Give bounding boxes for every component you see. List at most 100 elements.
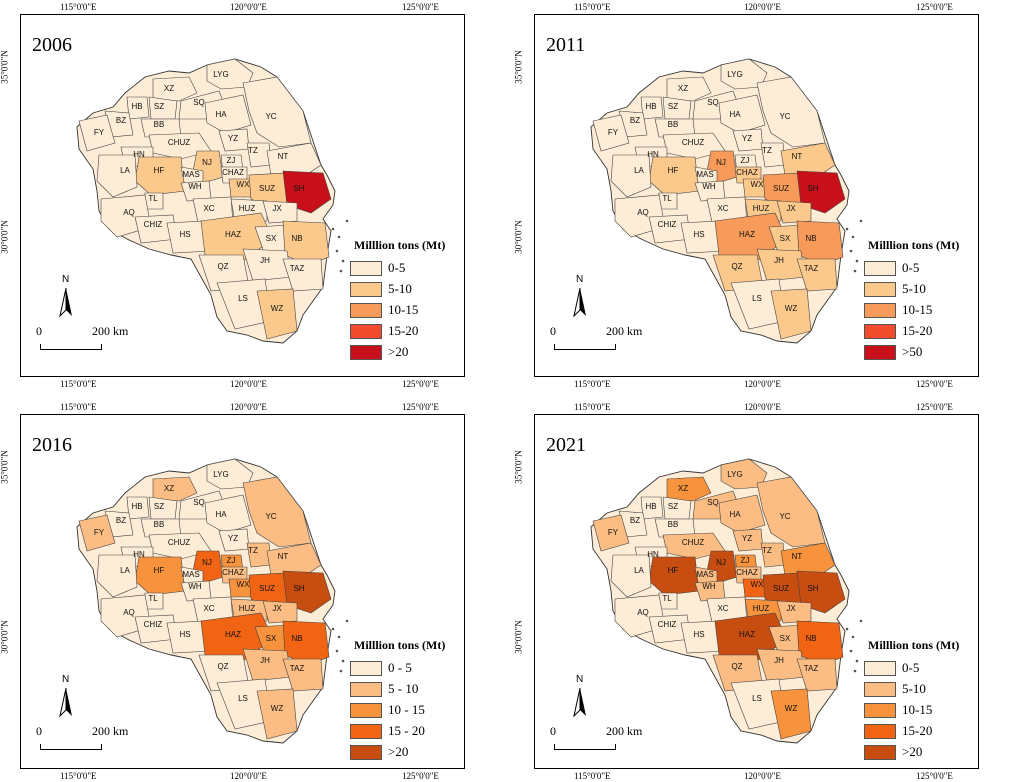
lon-label-bottom: 115°0'0"E: [574, 379, 611, 389]
legend-swatch: [350, 660, 382, 676]
lon-label-bottom: 120°0'0"E: [744, 771, 781, 781]
city-label-SZ: SZ: [668, 102, 678, 111]
city-label-FY: FY: [94, 528, 105, 537]
city-shapes: LYG XZ HB SZ SQ BZ BB HA YC FY CHUZ HN YZ TZ NT NJ ZJ HF L…: [76, 58, 349, 344]
city-HA: [204, 94, 252, 134]
city-TAZ: [282, 658, 324, 692]
city-FY: [592, 114, 630, 152]
city-label-NJ: NJ: [202, 558, 212, 567]
lat-label-left: 35°0'0"N: [0, 450, 10, 484]
city-label-CHIZ: CHIZ: [658, 620, 677, 629]
city-label-YC: YC: [265, 512, 276, 521]
city-label-BZ: BZ: [630, 116, 640, 125]
scale-bar: [40, 744, 102, 750]
city-label-SUZ: SUZ: [773, 584, 789, 593]
city-label-HS: HS: [693, 630, 704, 639]
city-label-XC: XC: [717, 604, 728, 613]
city-label-JX: JX: [272, 604, 282, 613]
city-label-HN: HN: [133, 150, 145, 159]
legend-label: 5 - 10: [388, 681, 419, 696]
legend-label: >50: [902, 344, 923, 359]
lon-label-top: 125°0'0"E: [916, 402, 953, 412]
city-label-CHUZ: CHUZ: [168, 538, 190, 547]
city-label-HAZ: HAZ: [739, 230, 755, 239]
city-label-AQ: AQ: [123, 208, 135, 217]
legend-label: >20: [388, 744, 409, 759]
city-label-YZ: YZ: [228, 534, 238, 543]
scale-bar: [40, 344, 102, 350]
region-map: LYG XZ HB SZ SQ BZ BB HA YC FY CHUZ HN YZ TZ NT NJ ZJ HF L…: [76, 458, 349, 744]
city-label-SUZ: SUZ: [259, 184, 275, 193]
city-label-SZ: SZ: [154, 502, 164, 511]
city-label-CHUZ: CHUZ: [168, 138, 190, 147]
city-label-XC: XC: [717, 204, 728, 213]
lon-label-bottom: 125°0'0"E: [402, 379, 439, 389]
north-arrow: N: [56, 674, 76, 722]
map-frame: LYG XZ HB SZ SQ BZ BB HA YC FY CHUZ HN YZ TZ NT NJ ZJ HF L…: [20, 14, 465, 377]
city-WZ: [256, 288, 298, 340]
island: [339, 269, 343, 273]
city-JX: [262, 200, 298, 224]
city-label-HA: HA: [215, 110, 227, 119]
city-label-SH: SH: [293, 584, 304, 593]
legend-label: 0-5: [902, 260, 920, 275]
year-label: 2011: [546, 34, 586, 56]
north-arrow-icon: [573, 287, 586, 318]
island: [335, 249, 339, 253]
city-label-CHAZ: CHAZ: [736, 568, 758, 577]
city-label-FY: FY: [608, 528, 619, 537]
city-LA: [96, 154, 138, 198]
city-label-SZ: SZ: [154, 102, 164, 111]
city-label-AQ: AQ: [637, 608, 649, 617]
city-label-WH: WH: [702, 182, 716, 191]
city-label-MAS: MAS: [696, 570, 713, 579]
city-label-ZJ: ZJ: [227, 556, 236, 565]
city-XZ: [666, 476, 712, 502]
city-label-WZ: WZ: [785, 704, 798, 713]
legend-title: Milllion tons (Mt): [354, 638, 446, 652]
city-label-SQ: SQ: [707, 98, 719, 107]
city-label-TL: TL: [662, 594, 672, 603]
legend-title: Milllion tons (Mt): [868, 638, 960, 652]
island: [853, 669, 857, 673]
city-label-JH: JH: [260, 256, 270, 265]
city-label-CHAZ: CHAZ: [222, 168, 244, 177]
city-label-SX: SX: [266, 634, 277, 643]
legend-swatch: [350, 323, 382, 339]
legend-item: >50: [864, 344, 922, 360]
city-label-SX: SX: [780, 634, 791, 643]
city-label-YZ: YZ: [228, 134, 238, 143]
city-label-JX: JX: [786, 204, 796, 213]
city-WZ: [770, 688, 812, 740]
city-label-NT: NT: [792, 552, 803, 561]
city-label-NT: NT: [278, 152, 289, 161]
scale-distance: 200 km: [606, 724, 643, 738]
legend-label: 15 - 20: [388, 723, 425, 738]
scale-distance: 200 km: [92, 724, 129, 738]
north-label: N: [576, 674, 584, 685]
legend-label: 0 - 5: [388, 660, 412, 675]
city-label-XZ: XZ: [678, 484, 688, 493]
city-label-XZ: XZ: [164, 484, 174, 493]
legend-label: 15-20: [388, 323, 419, 338]
island: [337, 635, 341, 639]
legend-title: Milllion tons (Mt): [868, 238, 960, 252]
city-label-JH: JH: [260, 656, 270, 665]
city-label-WH: WH: [188, 182, 202, 191]
legend-item: 0 - 5: [350, 660, 412, 676]
legend-item: >20: [864, 744, 922, 760]
city-label-SQ: SQ: [193, 498, 205, 507]
city-label-TL: TL: [148, 594, 158, 603]
legend-item: >20: [350, 744, 408, 760]
city-label-HF: HF: [668, 166, 679, 175]
city-label-SQ: SQ: [707, 498, 719, 507]
north-label: N: [62, 674, 70, 685]
city-label-ZJ: ZJ: [741, 156, 750, 165]
city-shapes: LYG XZ HB SZ SQ BZ BB HA YC FY CHUZ HN YZ TZ NT NJ ZJ HF L…: [590, 458, 863, 744]
legend-label: 10-15: [388, 302, 419, 317]
legend-item: 15 - 20: [350, 723, 425, 739]
scale-distance: 200 km: [92, 324, 129, 338]
city-label-HUZ: HUZ: [753, 204, 770, 213]
scale-distance: 200 km: [606, 324, 643, 338]
city-TAZ: [282, 258, 324, 292]
